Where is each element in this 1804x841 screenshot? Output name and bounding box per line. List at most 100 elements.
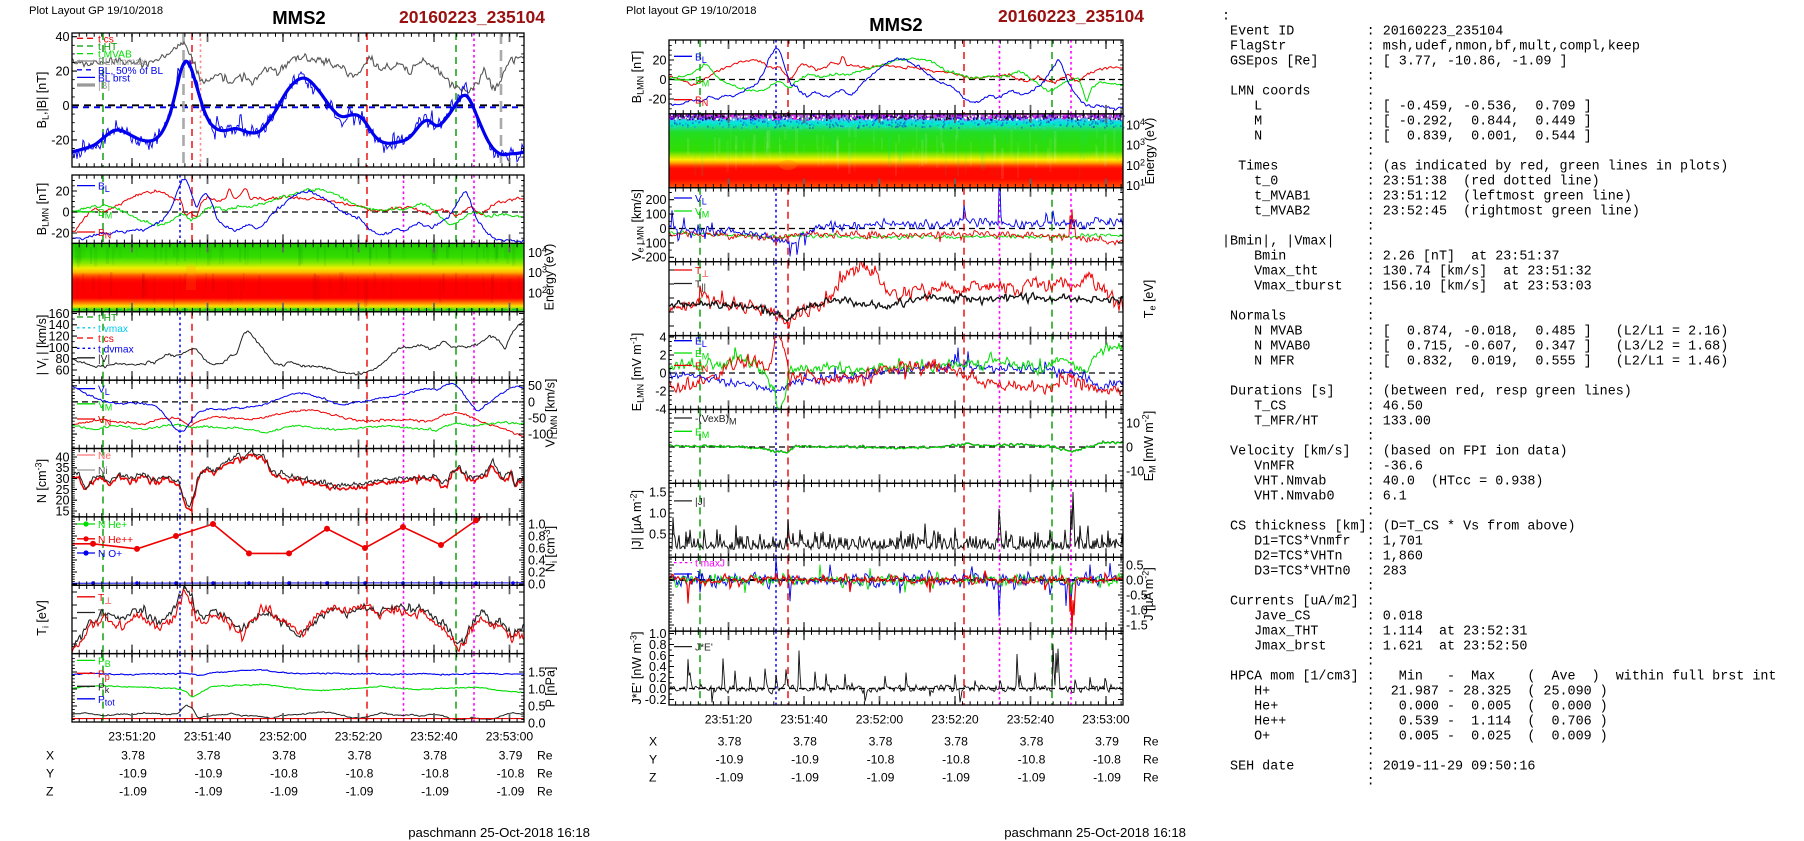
svg-text:t cs: t cs xyxy=(98,334,114,345)
svg-text:0.8: 0.8 xyxy=(528,529,546,543)
svg-text:VL​: VL​ xyxy=(695,194,707,207)
svg-text:0.0: 0.0 xyxy=(528,577,546,591)
svg-text:N : [ 0.839, 0.0: N : [ 0.839, 0.001, 0.544 ] xyxy=(1222,130,1592,145)
svg-text::: : xyxy=(1222,580,1375,595)
svg-text:3.78: 3.78 xyxy=(121,749,145,763)
svg-text::: : xyxy=(1222,295,1375,310)
svg-text:-1.09: -1.09 xyxy=(346,785,374,799)
svg-text:3.78: 3.78 xyxy=(944,735,968,749)
svg-text:Bmin : 2.26 [nT] at: Bmin : 2.26 [nT] at 23:51:37 xyxy=(1222,250,1560,265)
svg-text:23:52:40: 23:52:40 xyxy=(410,730,458,744)
svg-text:23:51:40: 23:51:40 xyxy=(184,730,232,744)
svg-text:T||: T|| xyxy=(695,280,706,293)
svg-text:t MVAB: t MVAB xyxy=(98,50,132,61)
svg-text:20: 20 xyxy=(55,494,69,508)
svg-text:MMS2: MMS2 xyxy=(272,7,325,28)
svg-text:0.6: 0.6 xyxy=(649,649,667,663)
svg-text:-1.09: -1.09 xyxy=(1093,771,1121,785)
svg-text:0: 0 xyxy=(1126,440,1133,454)
svg-text:120: 120 xyxy=(48,330,69,344)
svg-text:Energy (eV): Energy (eV) xyxy=(543,244,557,311)
svg-text:0.5: 0.5 xyxy=(649,527,667,541)
svg-text:0: 0 xyxy=(659,222,666,236)
svg-text:23:53:00: 23:53:00 xyxy=(486,730,534,744)
svg-text:-10.8: -10.8 xyxy=(346,767,374,781)
svg-text:Times : (as indicate: Times : (as indicated by red, green line… xyxy=(1222,160,1728,175)
svg-text:-20: -20 xyxy=(648,92,666,106)
svg-text:-10.8: -10.8 xyxy=(421,767,449,781)
svg-text:Ni​ [cm-3​]: Ni​ [cm-3​] xyxy=(542,526,559,572)
svg-text:-10.9: -10.9 xyxy=(119,767,147,781)
svg-text:0.4: 0.4 xyxy=(649,660,667,674)
svg-text:EM​: EM​ xyxy=(695,349,709,362)
svg-text:M : [ -0.292, 0.8: M : [ -0.292, 0.844, 0.449 ] xyxy=(1222,115,1592,130)
svg-text:MMS2: MMS2 xyxy=(869,14,922,35)
svg-text:-0.5: -0.5 xyxy=(1126,588,1148,602)
svg-text:VM​: VM​ xyxy=(695,207,709,220)
svg-text:-200: -200 xyxy=(641,251,666,265)
svg-text:J*E' [nW m-3​]: J*E' [nW m-3​] xyxy=(629,632,645,705)
svg-text:Z: Z xyxy=(649,771,657,785)
svg-text:-1.09: -1.09 xyxy=(421,785,449,799)
svg-text:-1.09: -1.09 xyxy=(270,785,298,799)
svg-text:|J|: |J| xyxy=(695,497,705,508)
svg-text:100: 100 xyxy=(48,341,69,355)
svg-text:3.78: 3.78 xyxy=(1020,735,1044,749)
svg-text:Jave_CS : 0.018: Jave_CS : 0.018 xyxy=(1222,610,1423,625)
svg-text:BM​: BM​ xyxy=(98,208,112,221)
svg-text:T⊥: T⊥ xyxy=(98,593,112,606)
svg-text:CS thickness [km]: (D=T_CS * V: CS thickness [km]: (D=T_CS * Vs from abo… xyxy=(1222,520,1576,535)
svg-text:160: 160 xyxy=(48,307,69,321)
svg-text:-10.9: -10.9 xyxy=(716,753,744,767)
svg-text:-10.8: -10.8 xyxy=(867,753,895,767)
svg-text:3.78: 3.78 xyxy=(272,749,296,763)
svg-text:3.78: 3.78 xyxy=(793,735,817,749)
svg-text:-1.0: -1.0 xyxy=(1126,603,1148,617)
svg-text:t vmax: t vmax xyxy=(98,324,128,335)
svg-text:EM​: EM​ xyxy=(695,427,709,440)
svg-text:-10.8: -10.8 xyxy=(270,767,298,781)
svg-text:25: 25 xyxy=(55,483,69,497)
svg-text:Re: Re xyxy=(1143,735,1159,749)
svg-text:23:51:20: 23:51:20 xyxy=(108,730,156,744)
svg-text:Re: Re xyxy=(537,785,553,799)
svg-text:BN​: BN​ xyxy=(695,96,708,109)
svg-text::: : xyxy=(1222,430,1375,445)
svg-text:BL​: BL​ xyxy=(98,182,110,195)
svg-text:100: 100 xyxy=(645,208,666,222)
svg-text:1.5: 1.5 xyxy=(528,665,546,679)
svg-text:15: 15 xyxy=(55,504,69,518)
svg-text:Energy (eV): Energy (eV) xyxy=(1143,118,1157,185)
svg-text:Velocity [km/s] : (based on F: Velocity [km/s] : (based on FPI ion data… xyxy=(1222,445,1568,460)
svg-text:-10.8: -10.8 xyxy=(497,767,525,781)
svg-text:-1.09: -1.09 xyxy=(195,785,223,799)
svg-text:Plot layout GP 19/10/2018: Plot layout GP 19/10/2018 xyxy=(626,5,756,17)
svg-text:D3=TCS*VHTn0 : 283: D3=TCS*VHTn0 : 283 xyxy=(1222,565,1407,580)
svg-text:Z: Z xyxy=(46,785,54,799)
svg-text:3.78: 3.78 xyxy=(348,749,372,763)
svg-text:EN​: EN​ xyxy=(695,361,708,374)
svg-text:BL, 50% of BL: BL, 50% of BL xyxy=(98,66,163,77)
svg-text:-100: -100 xyxy=(528,428,553,442)
svg-text:T||: T|| xyxy=(98,609,109,622)
svg-text:200: 200 xyxy=(645,193,666,207)
svg-text:Ptot​: Ptot​ xyxy=(98,695,115,708)
svg-text:GSEpos [Re] : [ 3.77, -10: GSEpos [Re] : [ 3.77, -10.86, -1.09 ] xyxy=(1222,55,1568,70)
svg-text:23:52:40: 23:52:40 xyxy=(1007,713,1055,727)
svg-text:-100: -100 xyxy=(641,236,666,250)
svg-text:Re: Re xyxy=(1143,771,1159,785)
svg-text:3.78: 3.78 xyxy=(869,735,893,749)
svg-text:0.0: 0.0 xyxy=(649,682,667,696)
svg-text:N MFR : [ 0.832, 0.0: N MFR : [ 0.832, 0.019, 0.555 ] (L2/L1 =… xyxy=(1222,355,1728,370)
svg-text:23:52:00: 23:52:00 xyxy=(856,713,904,727)
svg-text:-1.5: -1.5 xyxy=(1126,618,1148,632)
svg-text:LMN coords :: LMN coords : xyxy=(1222,85,1375,100)
svg-text:-50: -50 xyxy=(528,411,546,425)
svg-text:-1.09: -1.09 xyxy=(119,785,147,799)
svg-text:BL​: BL​ xyxy=(695,52,707,65)
svg-text::: : xyxy=(1222,70,1375,85)
svg-text:0.0: 0.0 xyxy=(1126,573,1144,587)
svg-text::: : xyxy=(1222,655,1375,670)
svg-text:3.79: 3.79 xyxy=(1095,735,1119,749)
svg-text:3.78: 3.78 xyxy=(423,749,447,763)
